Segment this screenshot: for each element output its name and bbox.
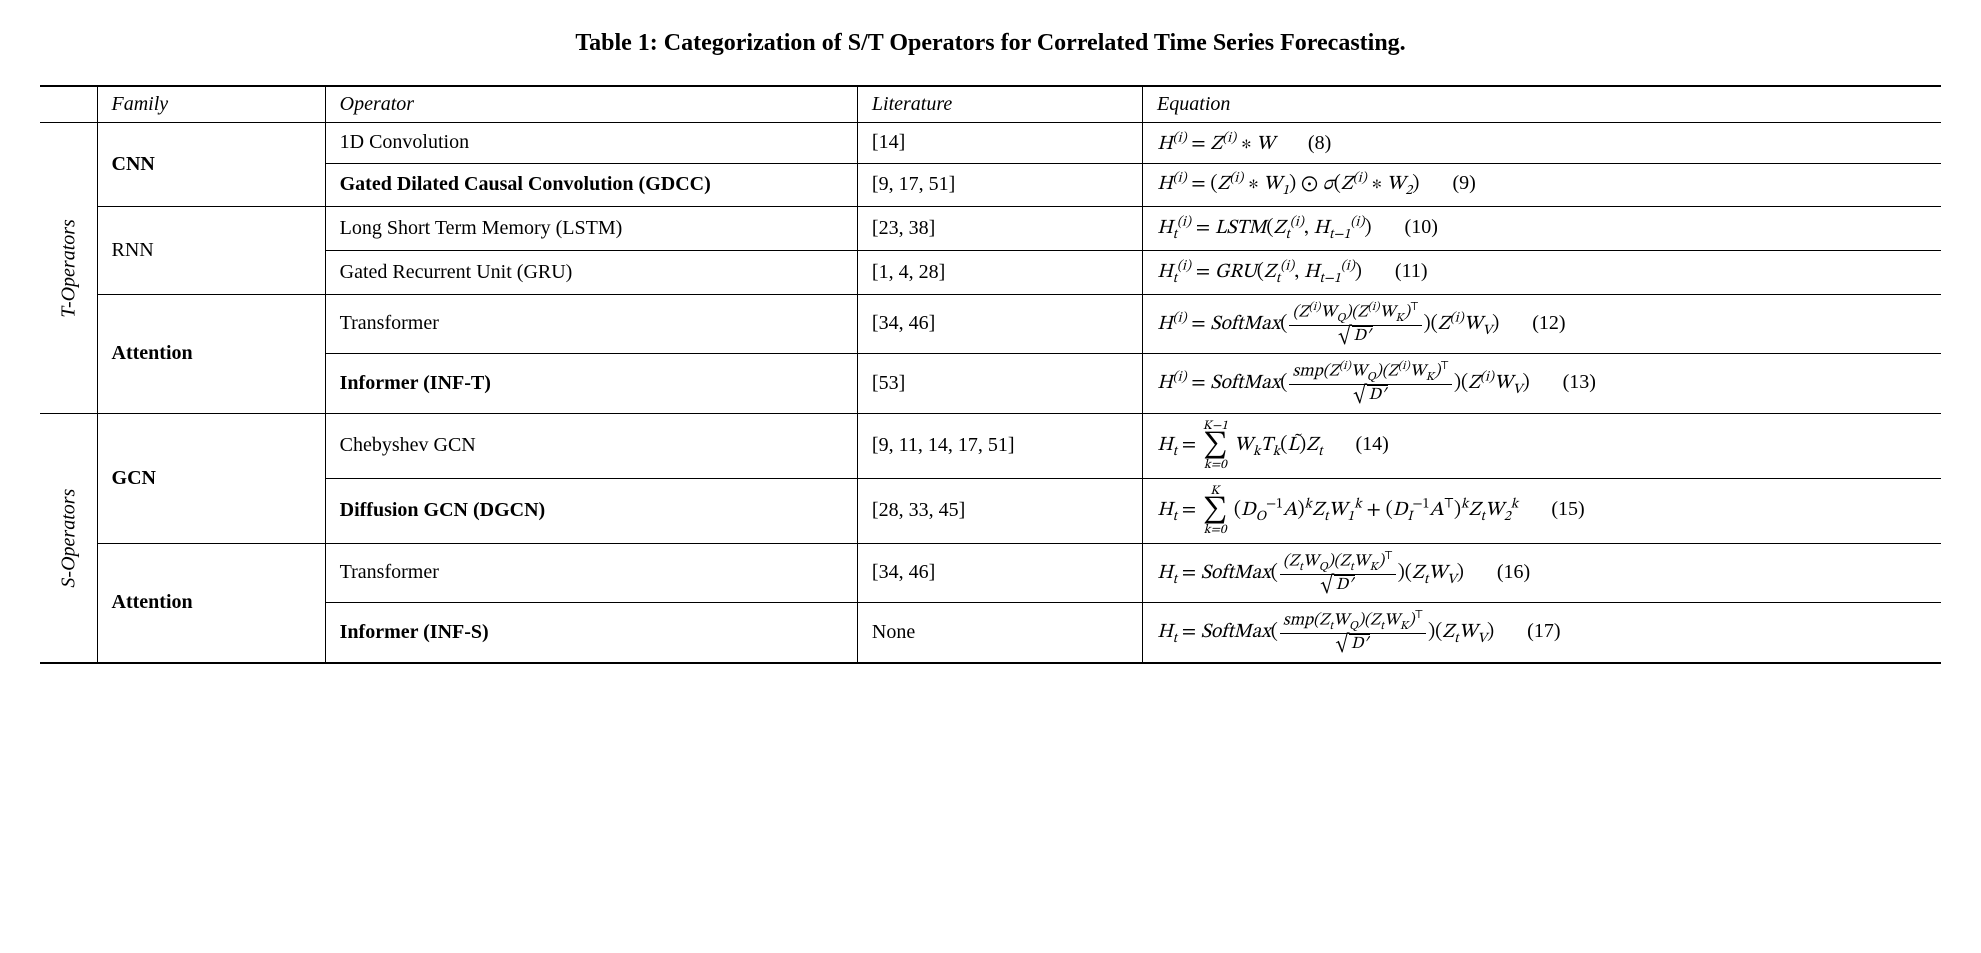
equation-cell: Ht(i) = GRU(Zt(i), Ht−1(i)) (11) — [1143, 250, 1941, 294]
family-gcn: GCN — [97, 413, 325, 543]
literature-refs: [34, 46] — [857, 543, 1142, 603]
equation-number: (9) — [1452, 172, 1475, 195]
operator-name: Long Short Term Memory (LSTM) — [325, 207, 857, 251]
equation-number: (16) — [1497, 561, 1530, 584]
family-cnn: CNN — [97, 123, 325, 207]
operator-name: Transformer — [325, 294, 857, 354]
operator-name: Transformer — [325, 543, 857, 603]
equation-cell: Ht = K∑k=0 (DO−1A)kZtW1k + (DI−1A⊤)kZtW2… — [1143, 478, 1941, 543]
table-row: T-Operators CNN 1D Convolution [14] H(i)… — [40, 123, 1941, 164]
header-family: Family — [97, 86, 325, 123]
family-attention-t: Attention — [97, 294, 325, 413]
equation-cell: Ht = K−1∑k=0 WkTk(L̃)Zt (14) — [1143, 413, 1941, 478]
equation-cell: H(i) = SoftMax(smp(Z(i)WQ)(Z(i)WK)⊤D′)(Z… — [1143, 354, 1941, 414]
table-row: Informer (INF-S) None Ht = SoftMax(smp(Z… — [40, 603, 1941, 663]
operators-table: Family Operator Literature Equation T-Op… — [40, 85, 1941, 664]
literature-refs: [53] — [857, 354, 1142, 414]
header-equation: Equation — [1143, 86, 1941, 123]
family-attention-s: Attention — [97, 543, 325, 663]
table-row: Informer (INF-T) [53] H(i) = SoftMax(smp… — [40, 354, 1941, 414]
operator-name: Diffusion GCN (DGCN) — [325, 478, 857, 543]
operator-name: 1D Convolution — [325, 123, 857, 164]
table-caption: Table 1: Categorization of S/T Operators… — [40, 30, 1941, 57]
group-label-s: S-Operators — [40, 413, 97, 663]
equation-cell: Ht(i) = LSTM(Zt(i), Ht−1(i)) (10) — [1143, 207, 1941, 251]
literature-refs: [34, 46] — [857, 294, 1142, 354]
equation-number: (11) — [1395, 260, 1428, 283]
operator-name: Gated Recurrent Unit (GRU) — [325, 250, 857, 294]
family-rnn: RNN — [97, 207, 325, 294]
group-label-t: T-Operators — [40, 123, 97, 414]
literature-refs: [1, 4, 28] — [857, 250, 1142, 294]
table-row: Gated Recurrent Unit (GRU) [1, 4, 28] Ht… — [40, 250, 1941, 294]
equation-number: (12) — [1532, 312, 1565, 335]
literature-refs: [9, 17, 51] — [857, 163, 1142, 207]
table-header-row: Family Operator Literature Equation — [40, 86, 1941, 123]
equation-number: (8) — [1308, 132, 1331, 155]
equation-number: (17) — [1527, 620, 1560, 643]
equation-number: (13) — [1563, 371, 1596, 394]
table-row: RNN Long Short Term Memory (LSTM) [23, 3… — [40, 207, 1941, 251]
operator-name: Chebyshev GCN — [325, 413, 857, 478]
equation-cell: Ht = SoftMax((ZtWQ)(ZtWK)⊤D′)(ZtWV) (16) — [1143, 543, 1941, 603]
literature-refs: [23, 38] — [857, 207, 1142, 251]
table-row: S-Operators GCN Chebyshev GCN [9, 11, 14… — [40, 413, 1941, 478]
literature-refs: None — [857, 603, 1142, 663]
equation-cell: H(i) = Z(i) ∗ W (8) — [1143, 123, 1941, 164]
table-row: Attention Transformer [34, 46] Ht = Soft… — [40, 543, 1941, 603]
equation-number: (14) — [1355, 433, 1388, 456]
equation-cell: H(i) = SoftMax((Z(i)WQ)(Z(i)WK)⊤D′)(Z(i)… — [1143, 294, 1941, 354]
equation-number: (10) — [1405, 216, 1438, 239]
operator-name: Informer (INF-S) — [325, 603, 857, 663]
header-literature: Literature — [857, 86, 1142, 123]
operator-name: Informer (INF-T) — [325, 354, 857, 414]
literature-refs: [28, 33, 45] — [857, 478, 1142, 543]
table-row: Gated Dilated Causal Convolution (GDCC) … — [40, 163, 1941, 207]
header-operator: Operator — [325, 86, 857, 123]
literature-refs: [9, 11, 14, 17, 51] — [857, 413, 1142, 478]
equation-cell: Ht = SoftMax(smp(ZtWQ)(ZtWK)⊤D′)(ZtWV) (… — [1143, 603, 1941, 663]
equation-number: (15) — [1551, 498, 1584, 521]
equation-cell: H(i) = (Z(i) ∗ W1) ⊙ σ(Z(i) ∗ W2) (9) — [1143, 163, 1941, 207]
table-row: Diffusion GCN (DGCN) [28, 33, 45] Ht = K… — [40, 478, 1941, 543]
operator-name: Gated Dilated Causal Convolution (GDCC) — [325, 163, 857, 207]
table-row: Attention Transformer [34, 46] H(i) = So… — [40, 294, 1941, 354]
literature-refs: [14] — [857, 123, 1142, 164]
